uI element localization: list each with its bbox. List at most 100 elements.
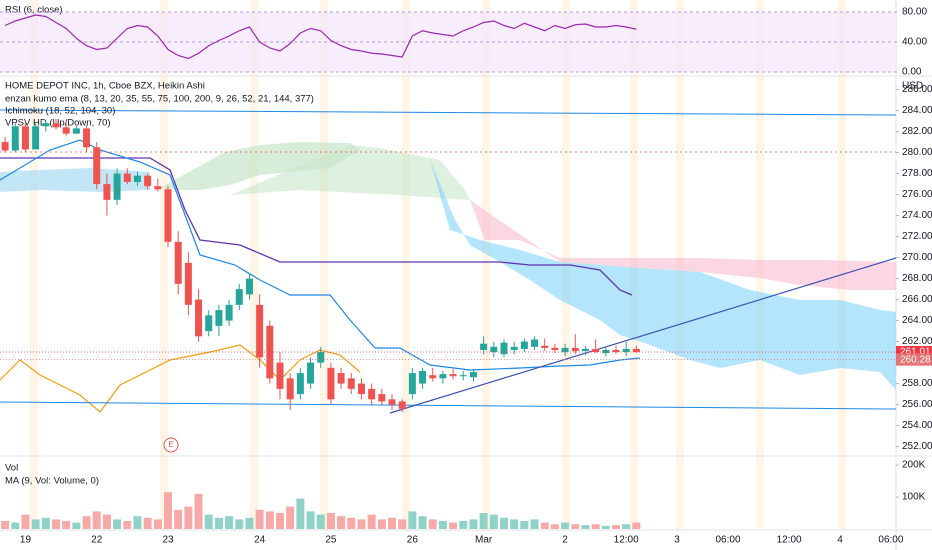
- volume-bar: [520, 521, 529, 529]
- y-tick-label: 100K: [902, 492, 926, 503]
- candle-body: [571, 347, 579, 352]
- cloud-green: [160, 142, 360, 190]
- volume-bar: [235, 519, 244, 529]
- y-tick-label: 266.00: [902, 294, 932, 305]
- candle-body: [225, 304, 233, 321]
- candle-body: [327, 367, 335, 400]
- candle-body: [133, 175, 141, 182]
- x-tick-label: 12:00: [614, 535, 639, 546]
- earnings-label[interactable]: E: [168, 440, 173, 449]
- volume-bar: [225, 516, 234, 529]
- candle-body: [1, 142, 9, 151]
- volume-bar: [357, 519, 366, 529]
- x-tick-label: 19: [20, 535, 32, 546]
- y-tick-label: 272.00: [902, 231, 932, 242]
- volume-bar: [184, 506, 193, 529]
- volume-bar: [459, 521, 468, 529]
- x-tick-label: 3: [674, 535, 680, 546]
- volume-bar: [306, 511, 315, 529]
- volume-bar: [194, 493, 203, 529]
- volume-bar: [581, 525, 590, 529]
- x-tick-label: 12:00: [777, 535, 802, 546]
- trend-line: [0, 109, 897, 116]
- candle-body: [123, 173, 131, 182]
- x-tick-label: 06:00: [878, 535, 903, 546]
- x-tick-label: 06:00: [715, 535, 740, 546]
- y-tick-label: 254.00: [902, 420, 932, 431]
- volume-bar: [388, 517, 396, 529]
- volume-bar: [449, 522, 458, 529]
- volume-bar: [601, 525, 610, 529]
- volume-bar: [296, 498, 305, 529]
- candle-body: [113, 173, 121, 200]
- candle-body: [72, 128, 80, 134]
- candle-body: [408, 373, 416, 395]
- candle-body: [62, 127, 70, 134]
- cloud-blue: [0, 168, 150, 192]
- volume-bar: [153, 519, 162, 529]
- y-tick-label: 256.00: [902, 399, 932, 410]
- rsi-line: [4, 14, 637, 60]
- volume-bar: [123, 521, 132, 529]
- candle-body: [469, 372, 477, 378]
- candle-body: [429, 375, 437, 379]
- candle-body: [368, 388, 376, 400]
- volume-bar: [510, 519, 519, 529]
- volume-bar: [21, 514, 30, 529]
- price-tag: [896, 353, 932, 366]
- main-legend: HOME DEPOT INC, 1h, Cboe BZX, Heikin Ash…: [5, 81, 205, 92]
- volume-bar: [377, 519, 386, 529]
- candle-body: [184, 262, 192, 305]
- candle-body: [205, 315, 213, 332]
- candle-body: [215, 310, 223, 326]
- volume-bar: [133, 516, 142, 529]
- volume-bar: [52, 519, 60, 529]
- candle-body: [21, 126, 29, 150]
- volume-bar: [245, 517, 254, 529]
- candle-body: [490, 346, 498, 353]
- volume-bar: [255, 509, 264, 529]
- volume-bar: [11, 522, 20, 529]
- candle-body: [459, 375, 467, 377]
- volume-bar: [469, 519, 478, 529]
- candle-body: [398, 401, 406, 409]
- volume-bar: [540, 522, 549, 529]
- volume-bar: [418, 516, 427, 529]
- candle-body: [337, 373, 345, 384]
- cloud-pink: [470, 200, 896, 290]
- y-tick-label: 276.00: [902, 189, 932, 200]
- volume-bar: [550, 524, 559, 529]
- volume-bar: [622, 524, 631, 529]
- volume-bar: [204, 514, 213, 529]
- candle-body: [419, 370, 427, 384]
- y-tick-label: 0.00: [902, 67, 922, 78]
- candle-body: [144, 175, 152, 187]
- price-tag-label: 260.28: [900, 354, 931, 365]
- candle-body: [510, 346, 518, 350]
- candle-body: [164, 189, 172, 242]
- candle-body: [317, 352, 325, 363]
- volume-bar: [530, 519, 539, 529]
- earnings-marker[interactable]: [163, 437, 179, 453]
- volume-bar: [479, 513, 488, 529]
- candle-body: [32, 126, 40, 150]
- volume-bar: [367, 514, 376, 529]
- candle-body: [195, 299, 203, 337]
- volume-bar: [214, 517, 223, 529]
- candle-body: [388, 399, 396, 405]
- candle-body: [632, 348, 640, 353]
- candle-body: [83, 128, 91, 148]
- volume-bar: [571, 524, 580, 529]
- candle-body: [541, 345, 549, 348]
- candle-body: [561, 347, 569, 353]
- candle-body: [378, 394, 386, 402]
- y-tick-label: 286.00: [902, 84, 932, 95]
- candle-body: [357, 383, 365, 395]
- volume-bar: [632, 522, 641, 529]
- candle-body: [235, 289, 243, 305]
- candle-body: [154, 186, 162, 190]
- candle-body: [520, 341, 528, 349]
- x-tick-label: Mar: [475, 535, 493, 546]
- volume-bar: [347, 517, 356, 529]
